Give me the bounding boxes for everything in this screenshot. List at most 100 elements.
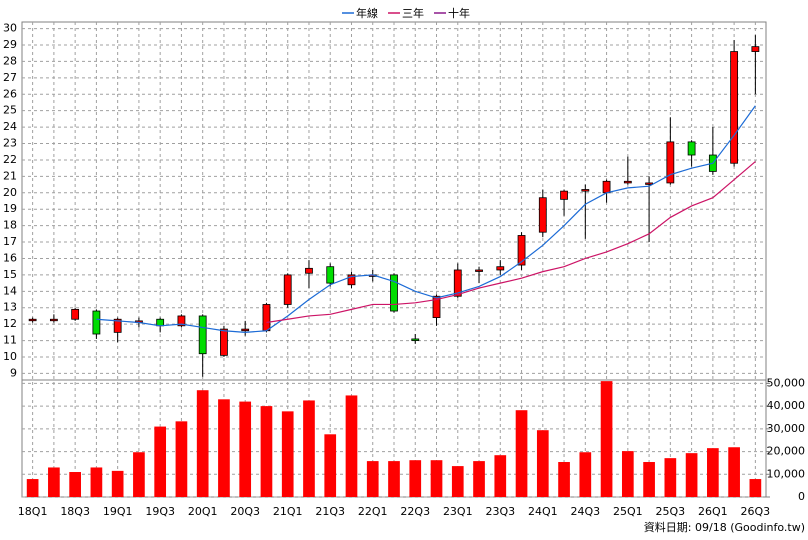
y-tick-label: 9 <box>10 366 17 379</box>
x-tick-label: 25Q1 <box>613 505 643 518</box>
candle-body <box>49 318 58 322</box>
x-tick-label: 20Q3 <box>230 505 260 518</box>
candle-body <box>517 235 526 266</box>
candle-body <box>198 315 207 355</box>
candle-body <box>602 180 611 194</box>
candle-body <box>283 274 292 305</box>
x-tick-label: 26Q3 <box>741 505 771 518</box>
volume-bar <box>345 395 358 497</box>
x-tick-label: 20Q1 <box>188 505 218 518</box>
candle-body <box>730 51 739 164</box>
volume-bar <box>260 406 273 497</box>
candle-body <box>241 328 250 332</box>
volume-bar <box>728 447 740 497</box>
volume-bar <box>175 421 188 497</box>
volume-bar <box>154 426 167 497</box>
volume-bar <box>133 452 145 497</box>
legend-label: 三年 <box>402 6 424 20</box>
y-tick-label: 23 <box>3 137 17 150</box>
candle-body <box>645 182 653 185</box>
candle-body <box>432 295 441 318</box>
x-tick-label: 24Q1 <box>528 505 558 518</box>
y-tick-label: 19 <box>3 202 17 215</box>
volume-bar <box>111 470 124 497</box>
y2-tick-label: 40,000 <box>767 399 806 412</box>
volume-bar <box>303 400 315 497</box>
volume-bar <box>218 399 230 497</box>
volume-bar <box>621 451 634 497</box>
candle-body <box>305 267 313 274</box>
x-tick-label: 22Q3 <box>400 505 430 518</box>
candle-body <box>92 310 101 335</box>
candle-body <box>687 141 696 156</box>
volume-bar <box>579 452 592 497</box>
volume-bar <box>196 390 209 497</box>
volume-bar <box>281 411 294 497</box>
volume-bar <box>430 460 443 497</box>
line-series <box>96 105 756 333</box>
candle-body <box>581 189 590 192</box>
volume-bar <box>473 461 485 497</box>
volume-bar <box>558 462 570 497</box>
x-tick-label: 21Q3 <box>315 505 345 518</box>
volume-bar <box>409 460 422 497</box>
candle-body <box>220 328 228 356</box>
volume-bar <box>707 448 719 497</box>
y2-tick-label: 10,000 <box>767 467 806 480</box>
x-tick-label: 21Q1 <box>273 505 303 518</box>
candle-body <box>623 180 632 184</box>
x-tick-label: 23Q1 <box>443 505 473 518</box>
candle-body <box>347 274 356 286</box>
x-tick-label: 18Q1 <box>18 505 48 518</box>
y-tick-label: 25 <box>3 104 17 117</box>
y-tick-label: 17 <box>3 235 17 248</box>
volume-bar <box>685 453 698 497</box>
y2-tick-label: 20,000 <box>767 445 806 458</box>
y2-tick-label: 50,000 <box>767 376 806 389</box>
candle-body <box>113 318 122 333</box>
y-tick-label: 28 <box>3 54 17 67</box>
y-tick-label: 18 <box>3 219 17 232</box>
candle-body <box>262 304 271 332</box>
legend-label: 年線 <box>356 6 378 20</box>
candle-body <box>177 315 186 327</box>
y-tick-label: 12 <box>3 317 17 330</box>
candle-body <box>538 197 547 233</box>
y-tick-label: 24 <box>3 120 17 133</box>
y-tick-label: 20 <box>3 186 17 199</box>
y-tick-label: 13 <box>3 301 17 314</box>
candle-body <box>751 46 760 52</box>
volume-bar <box>600 381 613 497</box>
x-tick-label: 18Q3 <box>60 505 90 518</box>
x-tick-label: 23Q3 <box>485 505 515 518</box>
volume-bar <box>48 467 60 497</box>
candle-body <box>390 274 398 312</box>
y-tick-label: 10 <box>3 350 17 363</box>
y-tick-label: 30 <box>3 22 17 35</box>
y-tick-label: 15 <box>3 268 17 281</box>
candle-body <box>326 266 335 284</box>
x-tick-label: 25Q3 <box>656 505 686 518</box>
line-series <box>266 161 756 324</box>
x-tick-label: 24Q3 <box>570 505 600 518</box>
y-tick-label: 21 <box>3 169 17 182</box>
candle-body <box>28 318 37 322</box>
volume-bar <box>749 479 762 497</box>
candle-body <box>453 269 462 297</box>
volume-bar <box>388 461 400 497</box>
x-tick-label: 19Q3 <box>145 505 175 518</box>
candle-body <box>496 266 505 271</box>
y-tick-label: 11 <box>3 334 17 347</box>
volume-bar <box>69 472 81 497</box>
y-tick-label: 22 <box>3 153 17 166</box>
volume-bar <box>366 461 379 497</box>
volume-bar <box>451 466 464 497</box>
volume-bar <box>90 467 103 497</box>
candle-body <box>666 141 675 184</box>
x-tick-label: 19Q1 <box>103 505 133 518</box>
candle-body <box>560 190 568 200</box>
x-tick-label: 26Q1 <box>698 505 728 518</box>
x-tick-label: 22Q1 <box>358 505 388 518</box>
volume-bar <box>494 455 507 497</box>
